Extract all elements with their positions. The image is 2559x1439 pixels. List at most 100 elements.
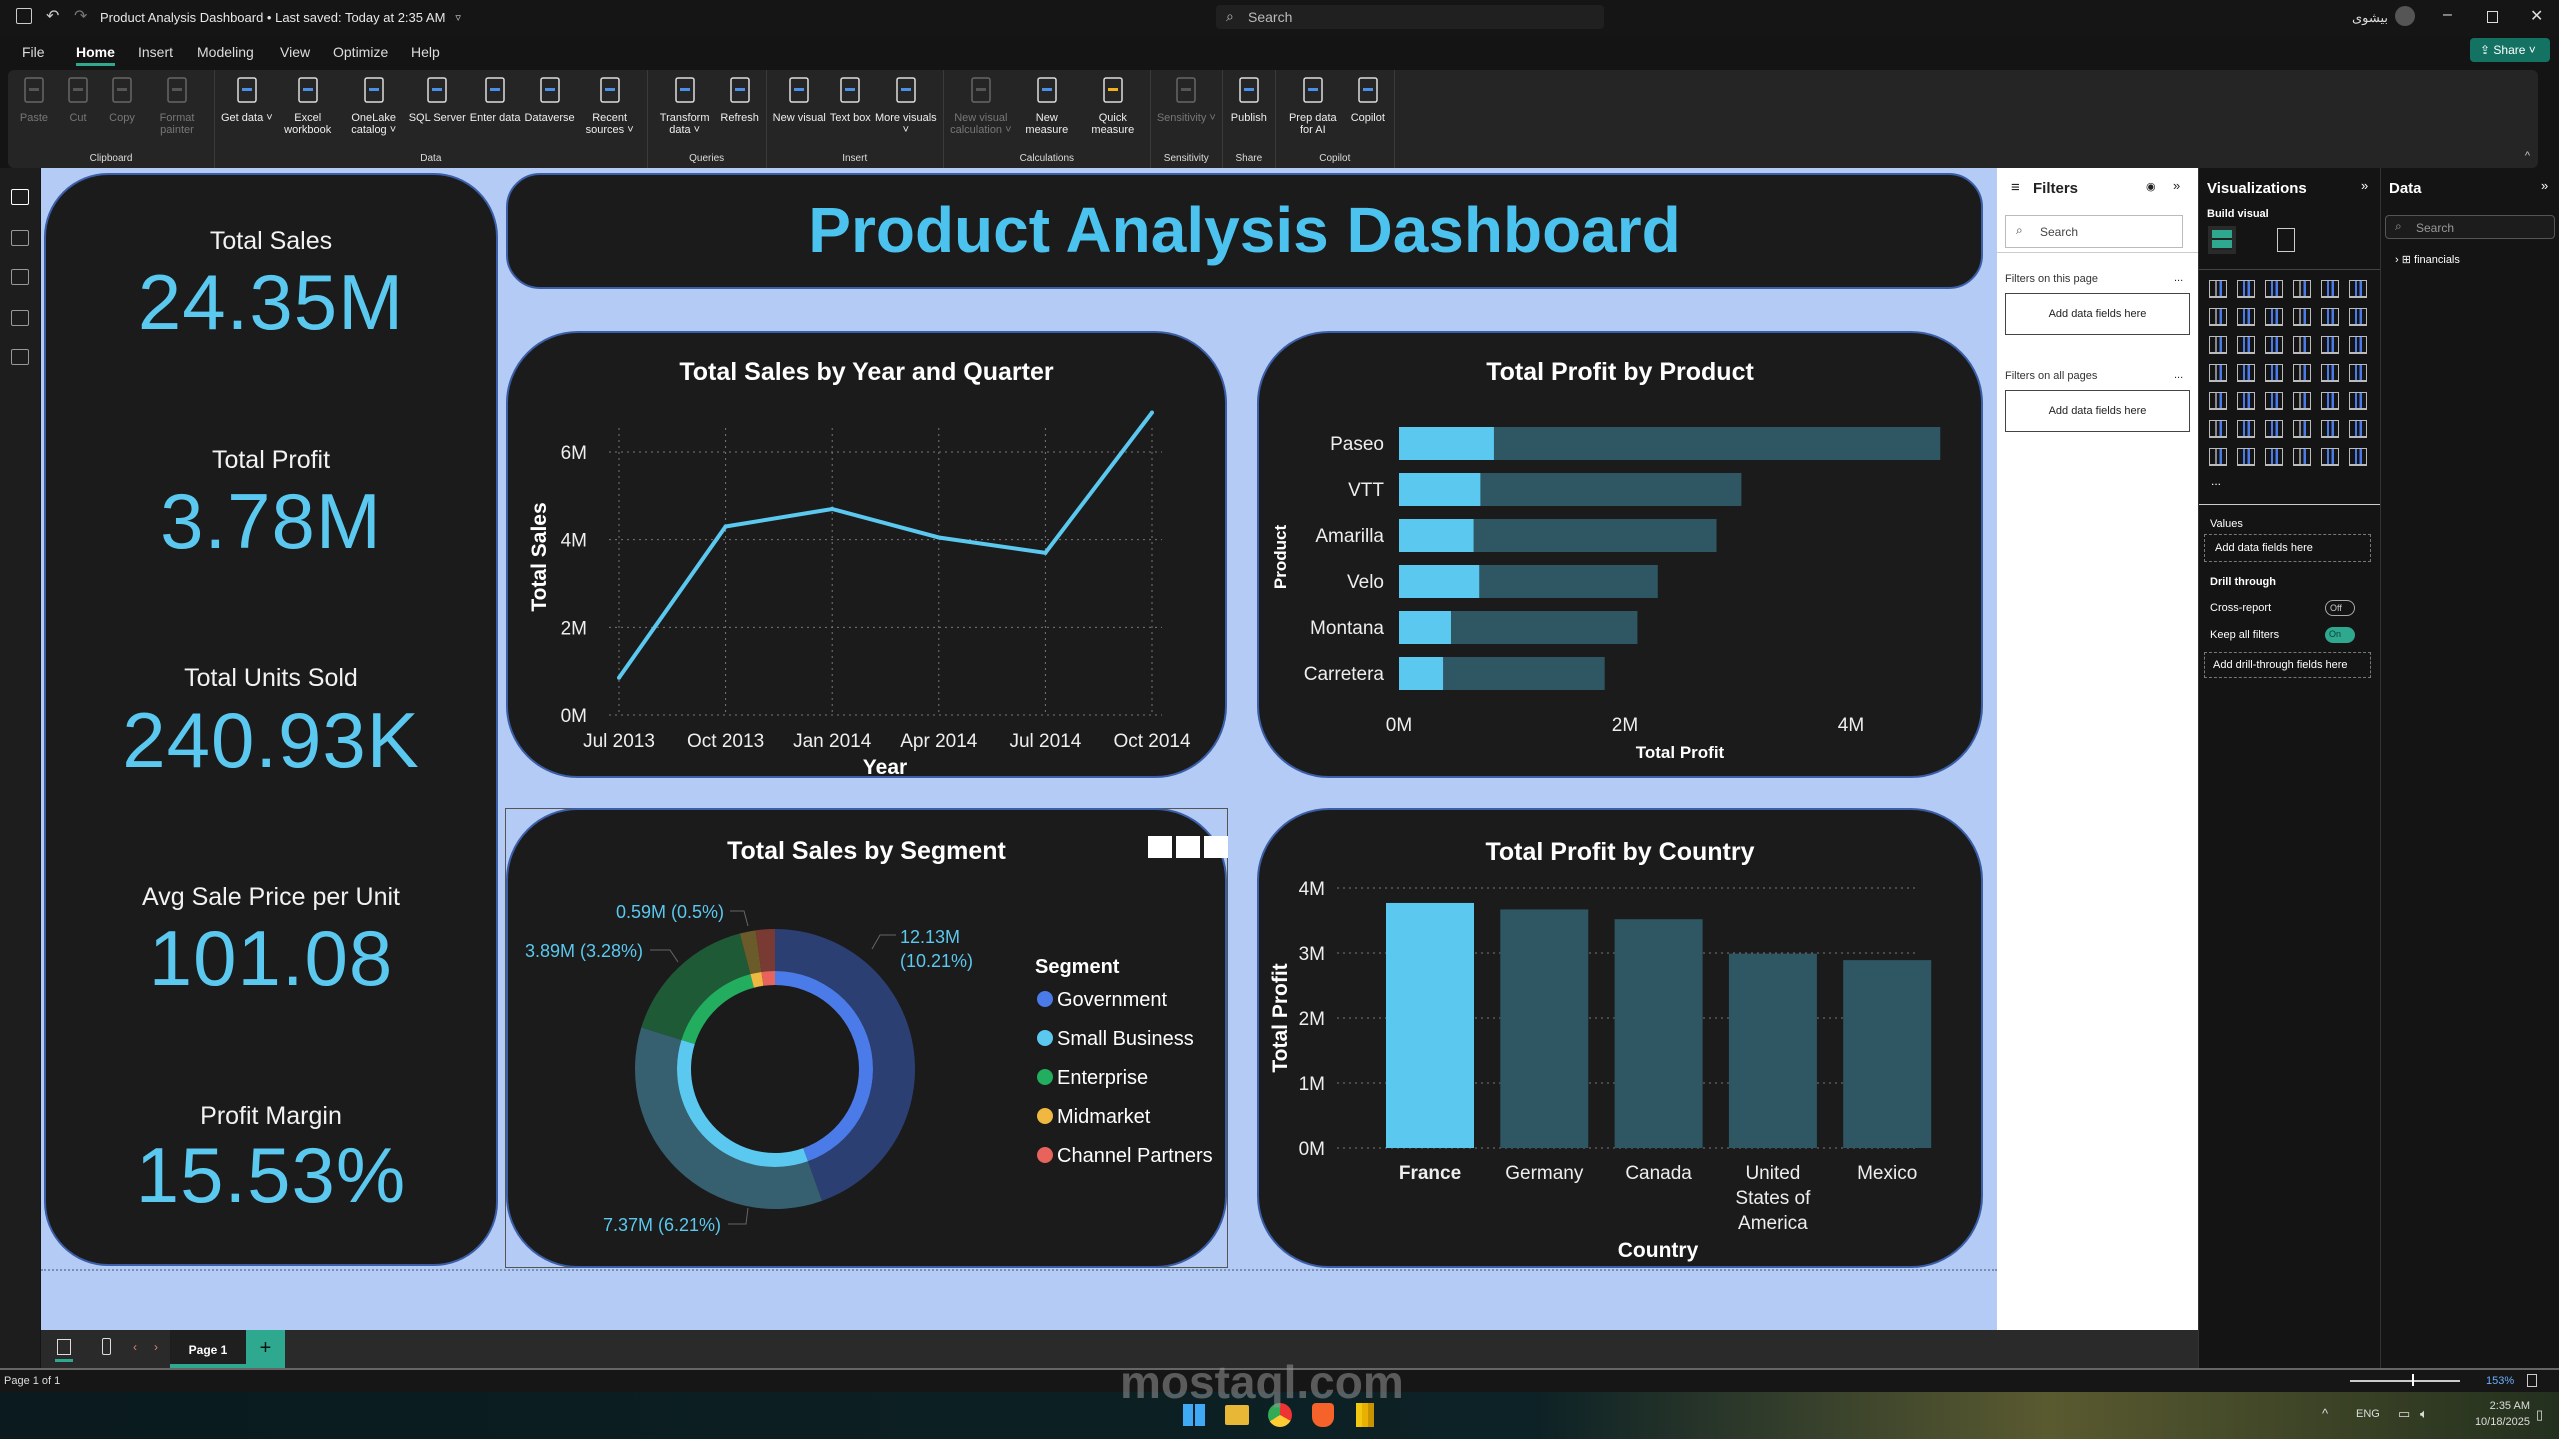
donut-outer-slice[interactable] [755,929,775,972]
title-chevron-icon[interactable]: ▿ [455,12,461,24]
visual-type-icon[interactable] [2321,420,2339,438]
line-chart-card[interactable]: Total Sales by Year and Quarter 0M 2M 4M 6M… [506,331,1227,779]
enter-data-button[interactable]: Enter data [470,74,521,146]
kpi-card[interactable]: Total Sales 24.35M Total Profit 3.78M To… [44,173,498,1266]
filters-page-drop-zone[interactable]: Add data fields here [2005,293,2190,335]
visual-type-icon[interactable] [2237,308,2255,326]
power-bi-icon[interactable] [1356,1403,1374,1427]
visual-type-icon[interactable] [2321,364,2339,382]
copilot-button[interactable]: Copilot [1348,74,1388,146]
dataverse-button[interactable]: Dataverse [525,74,575,146]
highlight-bar[interactable] [1399,565,1480,598]
zoom-level[interactable]: 153% [2486,1375,2515,1387]
visual-type-icon[interactable] [2349,420,2367,438]
sales-line[interactable] [617,411,1154,679]
close-button[interactable]: ✕ [2530,8,2544,25]
onelake-catalog-button[interactable]: OneLake catalog ˅ [343,74,405,146]
financials-table[interactable]: › ⊞ financials [2395,253,2460,266]
country-bar-chart[interactable]: 0M 1M 2M 3M 4M France Germany Canada United State… [1259,810,1985,1270]
segment-donut-card[interactable]: Total Sales by Segment Government Small B… [506,808,1228,1268]
product-bar-card[interactable]: Total Profit by Product 0M 2M 4M Paseo VTT Am… [1257,331,1983,778]
visual-type-icon[interactable] [2209,448,2227,466]
visual-type-icon[interactable] [2265,364,2283,382]
menu-home[interactable]: Home [76,44,115,66]
recent-sources-button[interactable]: Recent sources ˅ [579,74,641,146]
transform-data-button[interactable]: Transform data ˅ [654,74,716,146]
zoom-slider[interactable] [2350,1380,2460,1382]
visual-type-icon[interactable] [2349,280,2367,298]
paste-button[interactable]: Paste [14,74,54,146]
highlight-bar[interactable] [1399,611,1451,644]
visual-type-icon[interactable] [2209,308,2227,326]
model-view-icon[interactable] [11,269,29,285]
dax-query-view-icon[interactable] [11,310,29,326]
highlight-bar[interactable] [1399,657,1444,690]
text-box-button[interactable]: Text box [830,74,871,146]
highlight-bar[interactable] [1399,427,1494,460]
publish-button[interactable]: Publish [1229,74,1269,146]
donut-inner-slice[interactable] [677,1039,808,1167]
share-button[interactable]: ⇪ Share ˅ [2470,38,2550,62]
country-bar[interactable] [1843,960,1932,1148]
product-bar-chart[interactable]: 0M 2M 4M Paseo VTT Amarilla Velo Montana Carrete… [1259,333,1985,780]
tray-chevron-icon[interactable]: ^ [2322,1406,2329,1421]
visual-type-icon[interactable] [2321,308,2339,326]
visual-type-icon[interactable] [2265,392,2283,410]
page-tab-page-1[interactable]: Page 1 [170,1330,246,1368]
values-drop-zone[interactable]: Add data fields here [2204,534,2371,562]
format-visual-icon[interactable] [2277,228,2295,252]
menu-help[interactable]: Help [411,44,440,60]
cut-button[interactable]: Cut [58,74,98,146]
mobile-view-icon[interactable] [102,1338,111,1355]
brave-icon[interactable] [1312,1403,1334,1427]
menu-optimize[interactable]: Optimize [333,44,389,60]
visual-type-icon[interactable] [2237,280,2255,298]
report-view-icon[interactable] [11,189,29,205]
format-painter-button[interactable]: Format painter [146,74,208,146]
prev-page-icon[interactable]: ‹ [133,1340,137,1354]
visual-type-icon[interactable] [2349,392,2367,410]
country-bar[interactable] [1386,902,1474,1148]
file-explorer-icon[interactable] [1225,1405,1249,1425]
visual-type-icon[interactable] [2349,336,2367,354]
country-bar[interactable] [1728,953,1817,1148]
highlight-bar[interactable] [1399,519,1474,552]
visual-type-icon[interactable] [2237,392,2255,410]
report-canvas[interactable]: Total Sales 24.35M Total Profit 3.78M To… [41,168,1997,1330]
visual-type-icon[interactable] [2265,420,2283,438]
new-measure-button[interactable]: New measure [1016,74,1078,146]
data-point[interactable] [1150,410,1154,415]
quick-measure-button[interactable]: Quick measure [1082,74,1144,146]
clock-date[interactable]: 10/18/2025 [2474,1416,2530,1428]
more-icon[interactable]: ... [2174,369,2184,381]
windows-start-icon[interactable] [1183,1404,1205,1426]
visual-type-icon[interactable] [2293,448,2311,466]
visual-type-icon[interactable] [2265,308,2283,326]
collapse-data-icon[interactable]: » [2541,178,2549,193]
global-search-input[interactable]: ⌕ Search [1216,5,1604,29]
notification-icon[interactable]: ▯ [2536,1407,2544,1422]
menu-insert[interactable]: Insert [138,44,174,60]
donut-inner-slice[interactable] [761,971,775,986]
highlight-bar[interactable] [1399,473,1481,506]
prep-data-for-ai-button[interactable]: Prep data for AI [1282,74,1344,146]
donut-outer-slice[interactable] [641,933,751,1040]
keep-filters-toggle[interactable]: On [2325,627,2355,643]
country-bar[interactable] [1614,919,1703,1148]
country-bar[interactable] [1500,909,1589,1148]
language-indicator[interactable]: ENG [2356,1408,2380,1420]
next-page-icon[interactable]: › [154,1340,158,1354]
visual-type-icon[interactable] [2349,308,2367,326]
filters-all-drop-zone[interactable]: Add data fields here [2005,390,2190,432]
data-point[interactable] [936,535,941,540]
visual-type-icon[interactable] [2321,336,2339,354]
visual-type-icon[interactable] [2265,448,2283,466]
visual-type-icon[interactable] [2293,280,2311,298]
avatar[interactable] [2395,6,2415,26]
visual-type-icon[interactable] [2349,364,2367,382]
sensitivity-button[interactable]: Sensitivity ˅ [1157,74,1216,146]
data-point[interactable] [617,675,621,680]
donut-outer-slice[interactable] [635,1027,823,1209]
donut-inner-slice[interactable] [681,974,754,1045]
visual-type-icon[interactable] [2237,364,2255,382]
